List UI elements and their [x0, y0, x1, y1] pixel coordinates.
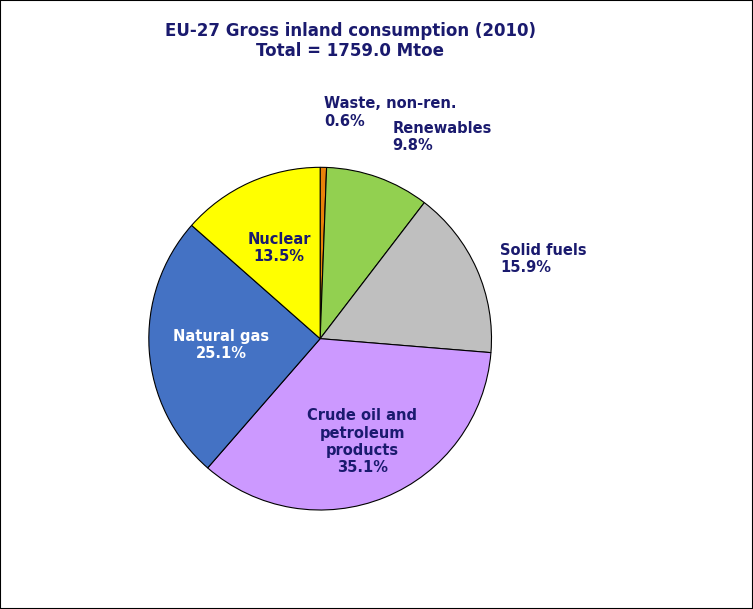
Wedge shape	[208, 339, 491, 510]
Wedge shape	[149, 225, 320, 468]
Text: Renewables
9.8%: Renewables 9.8%	[393, 121, 492, 153]
Wedge shape	[191, 167, 320, 339]
Text: Waste, non-ren.
0.6%: Waste, non-ren. 0.6%	[325, 96, 457, 128]
Title: EU-27 Gross inland consumption (2010)
Total = 1759.0 Mtoe: EU-27 Gross inland consumption (2010) To…	[165, 21, 535, 60]
Wedge shape	[320, 167, 327, 339]
Text: Solid fuels
15.9%: Solid fuels 15.9%	[500, 242, 587, 275]
Text: Nuclear
13.5%: Nuclear 13.5%	[248, 232, 311, 264]
Text: Crude oil and
petroleum
products
35.1%: Crude oil and petroleum products 35.1%	[307, 408, 417, 476]
Wedge shape	[320, 203, 492, 353]
Wedge shape	[320, 167, 425, 339]
Text: Natural gas
25.1%: Natural gas 25.1%	[173, 329, 269, 361]
